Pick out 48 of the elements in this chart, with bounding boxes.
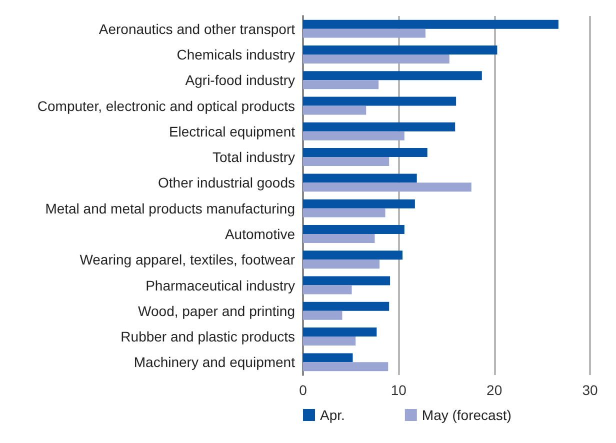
bar [303,285,352,294]
y-tick-label: Other industrial goods [158,174,295,191]
y-tick-label: Aeronautics and other transport [98,20,296,37]
y-tick-label: Wearing apparel, textiles, footwear [80,252,296,268]
y-tick-label: Automotive [224,226,296,242]
bar [303,20,558,29]
y-tick-label: Agri-food industry [185,72,295,88]
y-tick-label: Wood, paper and printing [138,302,295,319]
bar [303,276,390,286]
bar [303,182,472,192]
y-tick-label: Machinery and equipment [134,354,296,370]
bar [303,122,456,132]
bar [303,148,428,158]
bar [303,310,342,320]
y-tick-label: Metal and metal products manufacturing [45,200,295,216]
bar [303,131,404,140]
x-tick-label: 0 [299,382,308,398]
bar [303,208,386,218]
bar [303,80,379,90]
y-tick-label: Rubber and plastic products [120,328,295,345]
bar [303,260,380,269]
bar [303,174,417,183]
bar [303,250,402,260]
bar [303,336,356,346]
bar [303,362,388,372]
bar [303,234,375,243]
y-tick-label: Pharmaceutical industry [146,277,295,294]
bar [303,96,456,106]
y-tick-label: Electrical equipment [168,123,296,140]
bar [303,106,366,115]
bar [303,71,482,80]
bar [303,199,415,208]
x-tick-label: 10 [390,382,407,398]
x-tick-label: 20 [486,382,502,398]
bar [303,157,390,166]
legend-label: Apr. [320,407,345,423]
x-tick-label: 30 [582,382,598,398]
bar [303,28,426,38]
legend-label: May (forecast) [422,407,512,423]
bar [303,353,353,362]
bar [303,45,498,54]
bar [303,328,377,337]
y-tick-label: Chemicals industry [176,46,295,62]
y-tick-label: Total industry [212,149,295,166]
bar [303,224,404,234]
y-tick-label: Computer, electronic and optical products [37,98,295,114]
bar [303,302,390,311]
bar [303,54,450,64]
